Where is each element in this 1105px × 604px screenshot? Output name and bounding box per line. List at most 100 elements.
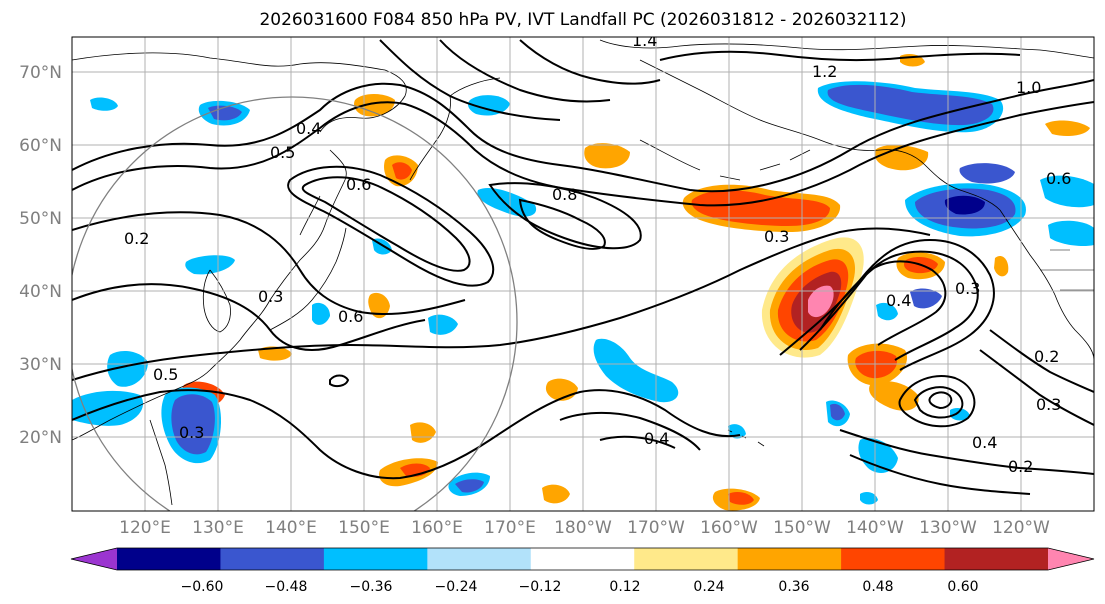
contour-label: 0.4 <box>886 291 911 310</box>
coastline-asia <box>72 52 407 441</box>
lat-label: 70°N <box>19 63 62 83</box>
graticule-layer <box>72 37 1094 511</box>
pv-positive-region <box>994 255 1009 277</box>
lon-label: 170°W <box>627 518 685 538</box>
contour-label: 0.6 <box>1046 169 1071 188</box>
contour-label: 0.2 <box>124 229 149 248</box>
ivt-contour-layer <box>72 39 1094 495</box>
contour-label: 0.3 <box>258 287 283 306</box>
ivt-contour-line <box>979 349 1094 426</box>
pv-positive-region <box>808 285 834 318</box>
contour-labels: 1.4 1.2 1.0 0.8 0.6 0.5 0.4 0.3 0.2 0.5 … <box>124 31 1071 476</box>
colorbar-tick-label: 0.36 <box>778 579 809 595</box>
coastline-philippines <box>149 419 173 506</box>
lat-label: 30°N <box>19 355 62 375</box>
colorbar-segment <box>220 548 325 570</box>
colorbar: −0.60 −0.48 −0.36 −0.24 −0.12 0.12 0.24 … <box>70 547 1095 595</box>
pv-negative-region <box>860 492 878 505</box>
contour-label: 1.0 <box>1016 78 1041 97</box>
pv-positive-region <box>584 143 630 169</box>
coastline-aleutians <box>639 139 811 181</box>
pv-negative-region <box>1040 175 1094 208</box>
lat-label: 60°N <box>19 136 62 156</box>
lat-label: 40°N <box>19 282 62 302</box>
lon-label: 130°W <box>919 518 977 538</box>
colorbar-segment <box>117 548 221 570</box>
lon-label: 160°E <box>411 518 463 538</box>
contour-label: 0.4 <box>644 429 669 448</box>
colorbar-segment <box>737 548 842 570</box>
contour-label: 0.3 <box>1036 395 1061 414</box>
ivt-contour-line <box>72 283 426 351</box>
ivt-contour-line <box>913 386 964 419</box>
pv-negative-region <box>468 95 510 116</box>
pv-negative-region <box>428 314 458 335</box>
map-frame <box>71 36 1095 512</box>
ivt-contour-line <box>439 39 611 103</box>
colorbar-tick-label: 0.12 <box>609 579 640 595</box>
contour-label: 1.2 <box>812 62 837 81</box>
colorbar-segment <box>634 548 739 570</box>
pv-negative-region <box>208 105 242 121</box>
contour-label: 0.3 <box>955 279 980 298</box>
colorbar-tick-label: −0.36 <box>350 579 393 595</box>
colorbar-segment <box>427 548 532 570</box>
ivt-contour-line <box>898 375 976 428</box>
contour-label: 0.8 <box>552 185 577 204</box>
ivt-contour-line <box>488 182 642 250</box>
ivt-contour-line <box>72 101 1094 207</box>
pv-negative-region <box>950 408 970 421</box>
contour-label: 0.4 <box>296 119 321 138</box>
lat-label: 20°N <box>19 428 62 448</box>
ivt-contour-line <box>287 165 495 287</box>
contour-label: 1.4 <box>632 31 657 50</box>
colorbar-segments <box>70 547 1095 571</box>
ivt-contour-line <box>379 39 561 121</box>
pv-negative-region <box>944 195 985 215</box>
contour-label: 0.4 <box>972 433 997 452</box>
pv-positive-region <box>542 484 570 504</box>
colorbar-extend-high <box>1048 548 1094 570</box>
coastline-arctic <box>599 39 1094 59</box>
pv-negative-region <box>858 438 898 473</box>
pv-negative-region <box>827 84 994 126</box>
ivt-contour-line <box>559 411 701 451</box>
ivt-contour-line <box>72 211 466 316</box>
pv-positive-region <box>728 492 754 505</box>
colorbar-segment <box>323 548 428 570</box>
ivt-contour-line <box>839 429 1094 475</box>
coastline-us-border <box>1040 249 1094 291</box>
pv-positive-region <box>392 162 412 180</box>
ivt-contour-line <box>72 79 1094 193</box>
colorbar-extend-low <box>71 548 117 570</box>
ivt-contour-line <box>519 39 661 85</box>
ivt-contour-line <box>659 50 1021 62</box>
coastline-layer <box>72 39 1094 506</box>
lat-label: 50°N <box>19 209 62 229</box>
pv-negative-region <box>830 403 845 421</box>
colorbar-tick-label: −0.12 <box>519 579 562 595</box>
contour-label: 0.5 <box>153 365 178 384</box>
ivt-contour-line <box>799 250 979 361</box>
map-panel: 1.4 1.2 1.0 0.8 0.6 0.5 0.4 0.3 0.2 0.5 … <box>71 31 1095 512</box>
colorbar-segment <box>530 548 635 570</box>
pv-negative-region <box>312 302 330 325</box>
lon-label: 140°E <box>265 518 317 538</box>
pv-shading-layer <box>72 54 1094 511</box>
pv-positive-region <box>855 350 898 379</box>
contour-label: 0.6 <box>346 175 371 194</box>
ivt-contour-line <box>518 198 606 250</box>
lon-label: 150°E <box>338 518 390 538</box>
contour-label: 0.3 <box>179 423 204 442</box>
pv-negative-region <box>593 338 679 403</box>
ivt-contour-line <box>72 389 741 480</box>
contour-label: 0.6 <box>338 307 363 326</box>
pv-negative-region <box>728 424 746 439</box>
ivt-contour-line <box>928 391 953 410</box>
colorbar-tick-label: −0.24 <box>435 579 478 595</box>
lon-label: 120°W <box>992 518 1050 538</box>
lon-label: 180°W <box>554 518 612 538</box>
pv-positive-region <box>1045 120 1090 136</box>
colorbar-outline <box>70 547 1095 571</box>
colorbar-tick-label: 0.48 <box>862 579 893 595</box>
